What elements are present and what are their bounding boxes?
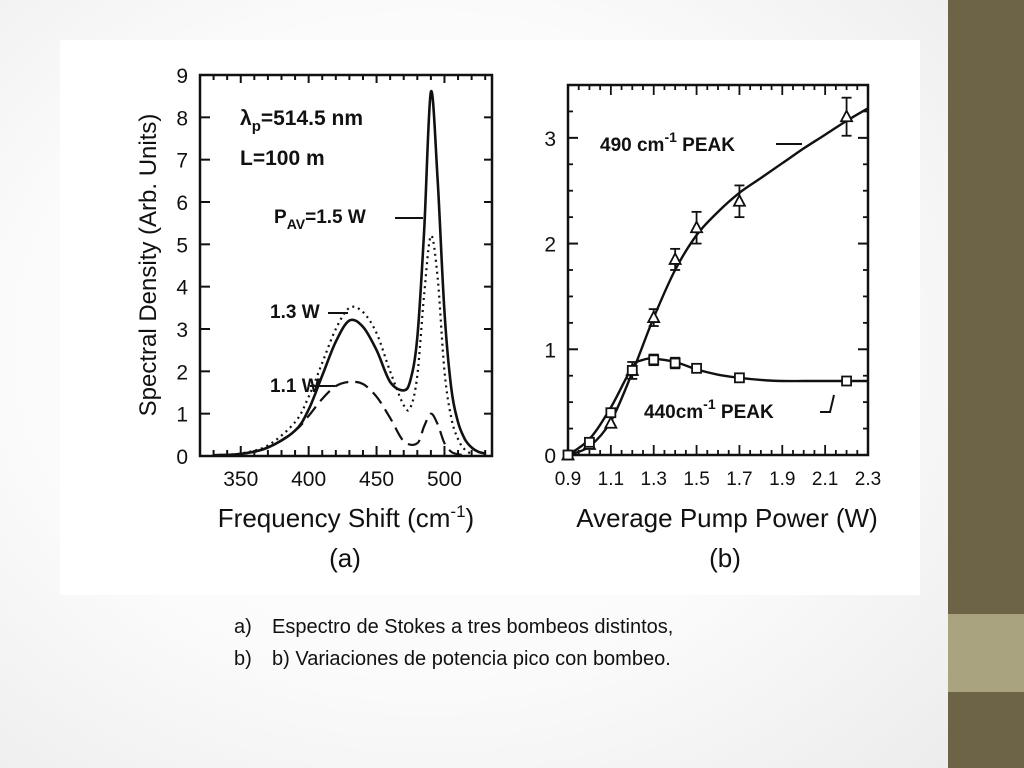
peak-490-point xyxy=(646,309,661,323)
series-label-1p5w: PAV=1.5 W xyxy=(274,207,366,232)
spectrum-curve-1p1w xyxy=(213,380,465,457)
spectrum-curve-1p5w xyxy=(213,89,486,457)
panel-b-x-tick-label: 2.3 xyxy=(855,469,881,490)
caption-marker: a) xyxy=(234,616,252,638)
panel-b-x-tick-label: 0.9 xyxy=(555,469,581,490)
peak-490-point xyxy=(689,219,704,234)
panel-a-x-tick-label: 400 xyxy=(291,468,326,491)
panel-a-y-tick-label: 5 xyxy=(176,234,188,257)
peak-440-point xyxy=(669,357,681,369)
panel-b-y-tick-label: 3 xyxy=(544,128,556,151)
peak-440-point xyxy=(841,375,852,387)
panel-a-y-tick-label: 8 xyxy=(176,107,188,130)
length-annotation: L=100 m xyxy=(240,147,325,170)
panel-a-x-label: Frequency Shift (cm-1) xyxy=(218,502,474,533)
figure: 0 1 2 3 4 5 6 7 8 9 350 400 450 500 Spectral Density… xyxy=(60,40,920,595)
peak-440-point xyxy=(584,436,595,448)
side-bar-accent xyxy=(948,614,1024,692)
panel-b-x-tick-label: 1.1 xyxy=(598,469,624,490)
panel-a-y-tick-label: 9 xyxy=(176,65,188,88)
peak-490-point xyxy=(603,415,618,429)
caption-marker: b) xyxy=(234,648,252,670)
panel-a-x-tick-label: 350 xyxy=(223,468,258,491)
lambda-annotation: λp=514.5 nm xyxy=(240,107,363,135)
panel-a-y-tick-label: 0 xyxy=(176,446,188,469)
panel-a-y-label: Spectral Density (Arb. Units) xyxy=(135,114,162,417)
series-label-1p1w: 1.1 W xyxy=(270,376,320,397)
panel-a-x-tick-label: 500 xyxy=(427,468,462,491)
series-label-440-peak: 440cm-1 PEAK xyxy=(644,396,774,423)
peak-490-point xyxy=(839,108,854,123)
peak-440-point xyxy=(626,365,638,376)
panel-b-x-label: Average Pump Power (W) xyxy=(576,503,878,533)
caption-text: b) Variaciones de potencia pico con bomb… xyxy=(272,648,671,670)
caption-item-a: a) Espectro de Stokes a tres bombeos dis… xyxy=(234,611,874,643)
panel-a-x-tick-label: 450 xyxy=(359,468,394,491)
panel-a-y-tick-label: 4 xyxy=(176,277,188,300)
panel-a-y-tick-label: 1 xyxy=(176,404,188,427)
panel-a-label: (a) xyxy=(329,543,361,573)
caption-text: Espectro de Stokes a tres bombeos distin… xyxy=(272,616,674,638)
panel-a-y-tick-label: 6 xyxy=(176,192,188,215)
panel-b-x-tick-label: 1.7 xyxy=(726,469,752,490)
panel-a-frame xyxy=(198,73,494,458)
spectrum-curve-1p3w xyxy=(213,234,473,457)
peak-440-point xyxy=(691,362,702,374)
caption: a) Espectro de Stokes a tres bombeos dis… xyxy=(234,611,874,675)
panel-b-x-tick-label: 2.1 xyxy=(812,469,838,490)
series-label-1p3w: 1.3 W xyxy=(270,302,320,323)
panel-b-label: (b) xyxy=(709,543,741,573)
peak-490-point xyxy=(668,251,683,265)
peak-440-point xyxy=(605,407,617,419)
peak-440-point xyxy=(648,354,660,366)
peak-440-point xyxy=(562,449,574,461)
peak-490-point xyxy=(732,193,747,207)
panel-a-y-tick-label: 3 xyxy=(176,319,188,342)
peak-440-curve xyxy=(567,357,868,456)
panel-b-y-tick-label: 2 xyxy=(544,234,556,257)
panel-b-y-tick-label: 0 xyxy=(544,445,556,468)
panel-b-x-tick-label: 1.5 xyxy=(683,469,709,490)
peak-440-point xyxy=(734,372,745,384)
panel-b: 0 1 2 3 0.9 1.1 1.3 1.5 1.7 1.9 2.1 2.3 Average Pu… xyxy=(544,83,881,573)
panel-a: 0 1 2 3 4 5 6 7 8 9 350 400 450 500 Spectral Density… xyxy=(135,65,494,573)
panel-b-x-tick-label: 1.9 xyxy=(769,469,795,490)
series-label-490-peak: 490 cm-1 PEAK xyxy=(600,129,735,156)
panel-a-y-tick-label: 7 xyxy=(176,150,188,173)
panel-b-x-tick-label: 1.3 xyxy=(641,469,667,490)
peak-490-curve xyxy=(567,107,869,457)
series-pointer-440-peak xyxy=(820,394,835,413)
panel-a-y-tick-label: 2 xyxy=(176,361,188,384)
caption-item-b: b) b) Variaciones de potencia pico con b… xyxy=(234,643,874,675)
figure-svg: 0 1 2 3 4 5 6 7 8 9 350 400 450 500 Spectral Density… xyxy=(135,65,881,573)
panel-b-y-tick-label: 1 xyxy=(544,339,556,362)
